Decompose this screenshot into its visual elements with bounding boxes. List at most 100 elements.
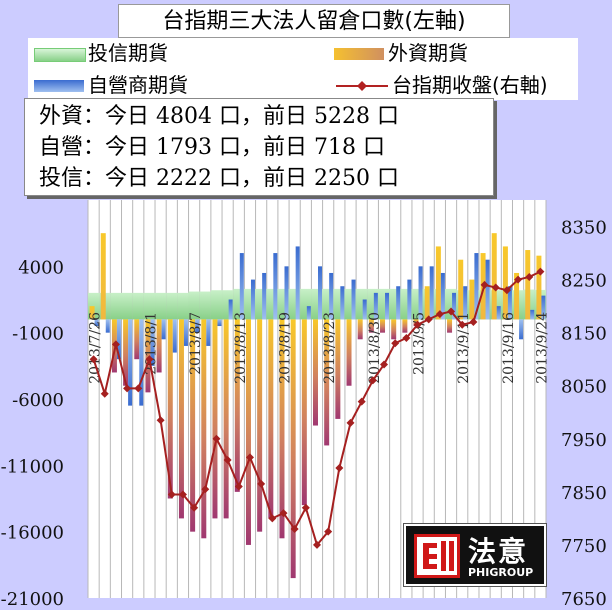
foreign-bar bbox=[223, 319, 229, 519]
price-point bbox=[413, 320, 422, 329]
trust-bar bbox=[143, 292, 156, 320]
trust-bar bbox=[411, 288, 424, 320]
legend-label-dealer: 自營商期貨 bbox=[88, 73, 188, 97]
foreign-bar bbox=[335, 319, 341, 419]
dealer-bar bbox=[250, 279, 255, 320]
info-foreign: 外資：今日 4804 口，前日 5228 口 bbox=[39, 104, 399, 129]
info-box: 外資：今日 4804 口，前日 5228 口 自營：今日 1793 口，前日 7… bbox=[24, 98, 494, 196]
foreign-bar bbox=[514, 272, 520, 320]
dealer-bar bbox=[228, 299, 233, 320]
x-tick-label: 2013/8/30 bbox=[367, 312, 383, 384]
trust-bar bbox=[155, 292, 167, 320]
trust-bar bbox=[132, 292, 144, 320]
trust-bar bbox=[367, 288, 379, 320]
trust-bar bbox=[445, 288, 457, 320]
dealer-bar bbox=[474, 253, 479, 320]
price-point bbox=[178, 490, 187, 499]
price-point bbox=[301, 503, 310, 512]
trust-bar bbox=[188, 291, 200, 320]
trust-bar bbox=[222, 290, 234, 320]
foreign-bar bbox=[245, 319, 251, 545]
right-tick-label: 8050 bbox=[561, 377, 607, 398]
dealer-bar bbox=[183, 319, 188, 346]
x-tick-label: 2013/9/16 bbox=[501, 312, 517, 384]
trust-bar bbox=[199, 291, 211, 320]
dealer-bar bbox=[94, 319, 99, 327]
legend-swatch-dealer bbox=[34, 80, 84, 92]
legend-swatch-price bbox=[336, 81, 388, 91]
price-point bbox=[368, 376, 377, 385]
trust-bar bbox=[266, 288, 278, 320]
trust-bar bbox=[300, 288, 312, 320]
left-tick-label: -16000 bbox=[1, 523, 64, 544]
price-point bbox=[525, 272, 534, 281]
legend-label-price: 台指期收盤(右軸) bbox=[392, 73, 548, 97]
dealer-bar bbox=[329, 272, 334, 320]
dealer-bar bbox=[530, 309, 535, 320]
foreign-bars bbox=[89, 233, 542, 579]
foreign-bar bbox=[391, 319, 397, 340]
dealer-bar bbox=[306, 306, 311, 320]
foreign-bar bbox=[491, 233, 497, 320]
trust-bar bbox=[378, 288, 390, 320]
foreign-bar bbox=[313, 319, 318, 426]
price-point bbox=[324, 527, 333, 536]
price-point bbox=[279, 509, 288, 518]
dealer-bar bbox=[273, 253, 278, 320]
dealer-bar bbox=[105, 319, 110, 333]
info-trust: 投信：今日 2222 口，前日 2250 口 bbox=[39, 166, 399, 191]
foreign-bar bbox=[368, 319, 374, 333]
price-point bbox=[402, 333, 411, 342]
left-tick-label: -11000 bbox=[1, 456, 64, 477]
foreign-bar bbox=[190, 319, 196, 532]
price-point bbox=[111, 340, 120, 349]
price-point bbox=[469, 318, 478, 327]
dealer-bar bbox=[418, 266, 423, 320]
dealer-bar bbox=[161, 319, 166, 340]
foreign-bar bbox=[502, 246, 508, 320]
dealer-bar bbox=[262, 272, 267, 320]
trust-bar bbox=[356, 288, 368, 320]
dealer-bar bbox=[373, 292, 378, 320]
right-tick-label: 7950 bbox=[561, 430, 607, 451]
dealer-bar bbox=[362, 299, 367, 320]
foreign-bar bbox=[290, 319, 296, 579]
dealer-bar bbox=[217, 319, 222, 327]
price-point bbox=[190, 503, 199, 512]
left-tick-label: -1000 bbox=[12, 324, 64, 345]
trust-bar bbox=[289, 288, 301, 320]
foreign-bar bbox=[134, 319, 140, 360]
price-point bbox=[123, 384, 132, 393]
foreign-bar bbox=[357, 319, 363, 340]
price-point bbox=[357, 397, 366, 406]
legend-label-trust: 投信期貨 bbox=[88, 41, 168, 65]
dealer-bar bbox=[206, 319, 211, 346]
left-tick-label: -6000 bbox=[12, 390, 64, 411]
price-point bbox=[458, 320, 467, 329]
dealer-bar bbox=[351, 279, 356, 320]
trust-bar bbox=[400, 288, 412, 320]
price-point bbox=[514, 275, 523, 284]
price-point bbox=[491, 283, 500, 292]
dealer-bars bbox=[94, 246, 546, 406]
dealer-bar bbox=[507, 286, 512, 320]
foreign-bar bbox=[469, 279, 475, 320]
dealer-bar bbox=[485, 259, 490, 320]
right-tick-label: 8350 bbox=[561, 218, 607, 239]
dealer-bar bbox=[496, 306, 501, 320]
trust-bar bbox=[344, 288, 357, 320]
foreign-bar bbox=[435, 246, 441, 320]
price-point bbox=[346, 418, 355, 427]
dealer-bar bbox=[284, 266, 289, 320]
trust-bar bbox=[233, 288, 245, 320]
dealer-bar bbox=[295, 246, 300, 320]
x-tick-label: 2013/9/11 bbox=[456, 312, 472, 384]
price-point bbox=[380, 360, 389, 369]
price-point bbox=[234, 482, 243, 491]
dealer-bar bbox=[463, 286, 468, 320]
foreign-bar bbox=[234, 319, 240, 492]
trust-bar bbox=[121, 292, 133, 320]
trust-bar bbox=[322, 288, 334, 320]
price-point bbox=[502, 286, 511, 295]
